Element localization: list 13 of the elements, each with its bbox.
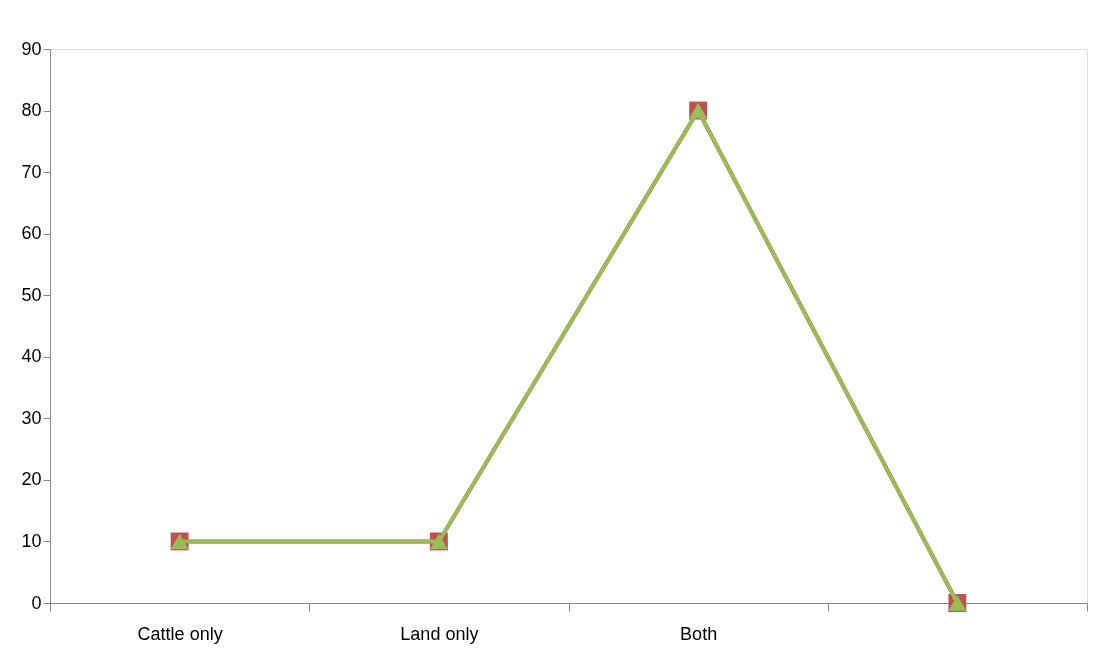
y-tick-label: 60 bbox=[21, 223, 42, 244]
y-tick-label: 10 bbox=[21, 530, 42, 551]
y-tick-label: 70 bbox=[21, 161, 42, 182]
x-tick-label: Cattle only bbox=[137, 623, 223, 644]
x-tick-label: Land only bbox=[400, 623, 479, 644]
y-tick-label: 0 bbox=[31, 592, 42, 613]
y-tick-label: 40 bbox=[21, 346, 42, 367]
y-tick-label: 20 bbox=[21, 469, 42, 490]
y-tick-label: 30 bbox=[21, 407, 42, 428]
x-tick-label: Both bbox=[680, 623, 718, 644]
y-tick-label: 50 bbox=[21, 284, 42, 305]
y-tick-label: 90 bbox=[21, 38, 42, 59]
y-tick-label: 80 bbox=[21, 100, 42, 121]
